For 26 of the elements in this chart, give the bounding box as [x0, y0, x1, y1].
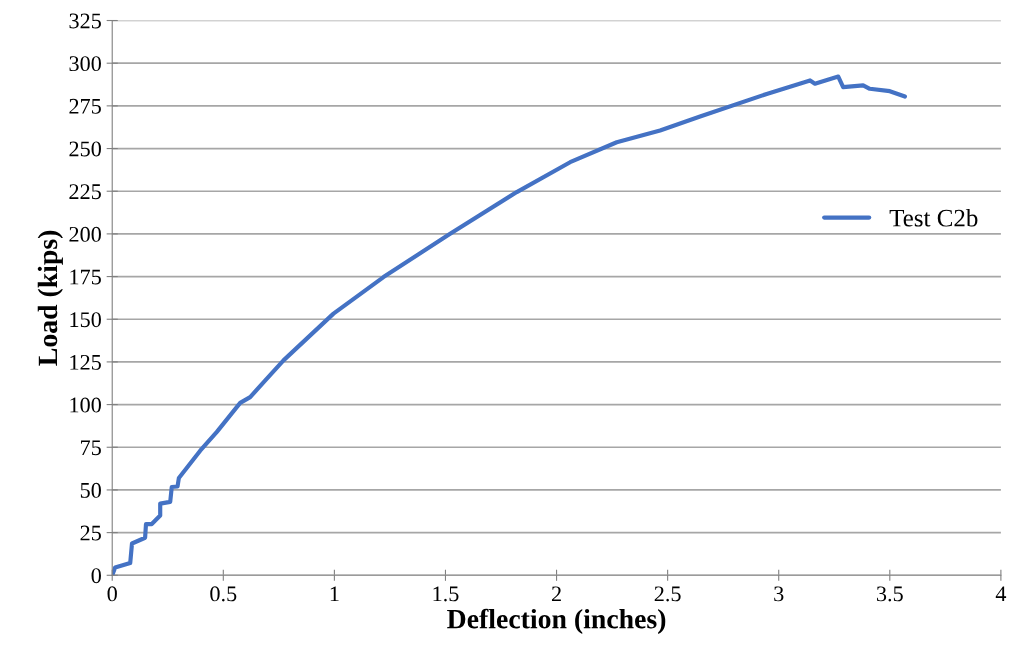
x-tick-label: 3	[774, 586, 784, 602]
y-tick-label: 125	[70, 354, 101, 370]
y-tick-label: 75	[81, 440, 101, 456]
y-tick-label: 325	[69, 13, 101, 29]
x-tick-label: 4	[995, 586, 1007, 602]
y-tick-label: 50	[80, 482, 101, 498]
legend-label: Test C2b	[889, 208, 978, 227]
y-tick-label: 25	[80, 525, 101, 541]
x-tick-label: 3.5	[876, 586, 903, 602]
x-tick-label: 0	[107, 586, 117, 602]
y-tick-label: 100	[70, 397, 101, 413]
y-tick-label: 200	[69, 226, 101, 242]
y-tick-label: 225	[69, 184, 101, 200]
x-tick-label: 0.5	[210, 586, 237, 602]
x-tick-label: 1	[330, 586, 339, 602]
x-tick-label: 1.5	[433, 586, 459, 602]
y-tick-label: 0	[91, 568, 101, 584]
y-tick-label: 250	[69, 141, 101, 157]
y-tick-label: 150	[70, 312, 101, 328]
y-tick-label: 300	[69, 56, 101, 72]
y-tick-label: 175	[70, 269, 101, 285]
x-tick-label: 2	[551, 586, 561, 602]
x-axis-title: Deflection (inches)	[447, 608, 666, 635]
y-tick-label: 275	[69, 98, 101, 114]
x-tick-label: 2.5	[654, 586, 681, 602]
y-axis-title: Load (kips)	[37, 230, 63, 366]
